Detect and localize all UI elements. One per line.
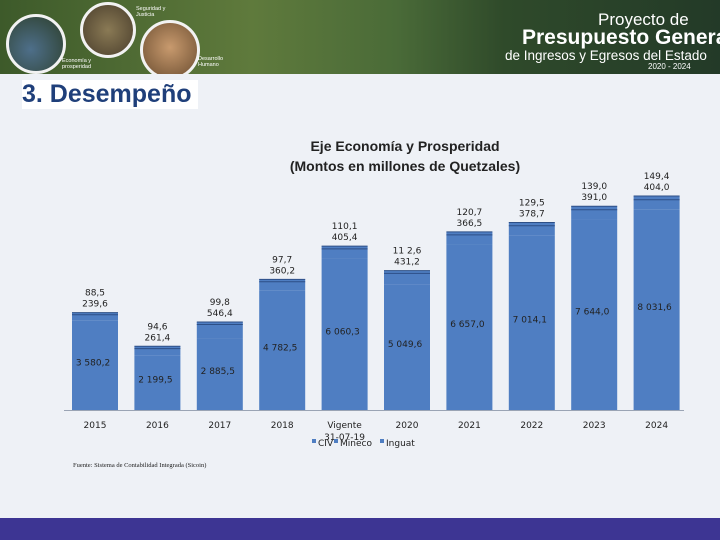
human-development-photo-circle bbox=[140, 20, 200, 74]
label-inguat-9: 149,4 bbox=[644, 172, 670, 182]
label-civ-7: 7 014,1 bbox=[513, 316, 547, 326]
bar-inguat-9 bbox=[633, 196, 680, 200]
label-civ-3: 4 782,5 bbox=[263, 343, 297, 353]
label-inguat-3: 97,7 bbox=[272, 255, 292, 265]
bar-mineco-5 bbox=[384, 273, 430, 285]
label-civ-8: 7 644,0 bbox=[575, 308, 610, 318]
circle-label-security: Seguridad y Justicia bbox=[136, 6, 166, 18]
banner-years: 2020 - 2024 bbox=[648, 62, 691, 71]
label-civ-1: 2 199,5 bbox=[138, 376, 172, 386]
bar-mineco-1 bbox=[134, 348, 181, 356]
legend-swatch-0 bbox=[312, 439, 316, 443]
bar-civ-4 bbox=[321, 258, 368, 410]
bar-mineco-8 bbox=[571, 209, 618, 220]
bar-civ-6 bbox=[446, 244, 493, 410]
label-inguat-5: 11 2,6 bbox=[393, 247, 422, 257]
legend-swatch-2 bbox=[380, 439, 384, 443]
label-inguat-0: 88,5 bbox=[85, 289, 105, 299]
bar-mineco-3 bbox=[259, 281, 306, 291]
bar-civ-9 bbox=[633, 209, 680, 410]
bar-civ-5 bbox=[384, 284, 430, 410]
bar-inguat-6 bbox=[446, 231, 493, 235]
label-inguat-2: 99,8 bbox=[210, 298, 230, 308]
banner-title-line3: de Ingresos y Egresos del Estado bbox=[505, 48, 707, 63]
circle-label-human-development: Desarrollo Humano bbox=[198, 56, 224, 68]
bar-mineco-6 bbox=[446, 234, 493, 245]
label-mineco-5: 431,2 bbox=[394, 258, 420, 268]
label-mineco-9: 404,0 bbox=[644, 183, 670, 193]
label-civ-6: 6 657,0 bbox=[450, 320, 485, 330]
category-label-6: 2021 bbox=[458, 421, 481, 431]
section-title: 3. Desempeño bbox=[22, 80, 198, 109]
legend-label-1: Mineco bbox=[340, 439, 372, 449]
label-civ-0: 3 580,2 bbox=[76, 358, 110, 368]
bar-mineco-7 bbox=[508, 225, 555, 236]
label-mineco-4: 405,4 bbox=[332, 233, 358, 243]
bar-inguat-1 bbox=[134, 346, 181, 349]
header-banner: Seguridad y Justicia Economía y prosperi… bbox=[0, 0, 720, 74]
circle-label-economy: Economía y prosperidad bbox=[62, 58, 92, 70]
bar-civ-8 bbox=[571, 219, 618, 410]
label-mineco-3: 360,2 bbox=[269, 266, 295, 276]
label-civ-9: 8 031,6 bbox=[637, 303, 672, 313]
bar-civ-3 bbox=[259, 290, 306, 410]
label-inguat-1: 94,6 bbox=[147, 322, 167, 332]
bar-inguat-3 bbox=[259, 279, 306, 282]
label-mineco-1: 261,4 bbox=[145, 333, 171, 343]
label-mineco-7: 378,7 bbox=[519, 209, 545, 219]
label-mineco-8: 391,0 bbox=[581, 193, 607, 203]
bar-mineco-2 bbox=[196, 324, 243, 339]
bar-mineco-0 bbox=[72, 314, 118, 321]
label-civ-2: 2 885,5 bbox=[201, 367, 235, 377]
category-label-8: 2023 bbox=[583, 421, 606, 431]
bar-inguat-0 bbox=[72, 312, 118, 315]
category-label-2: 2017 bbox=[208, 421, 231, 431]
bar-civ-0 bbox=[72, 320, 118, 410]
category-label-4-line1: Vigente bbox=[327, 421, 362, 431]
bar-mineco-9 bbox=[633, 199, 680, 210]
chart-title: Eje Economía y Prosperidad bbox=[310, 138, 500, 154]
category-label-7: 2022 bbox=[520, 421, 543, 431]
bar-civ-7 bbox=[508, 235, 555, 410]
category-label-1: 2016 bbox=[146, 421, 169, 431]
label-inguat-8: 139,0 bbox=[581, 182, 607, 192]
banner-title-line1: Proyecto de bbox=[598, 10, 689, 29]
label-inguat-7: 129,5 bbox=[519, 198, 545, 208]
label-mineco-2: 546,4 bbox=[207, 309, 233, 319]
category-label-3: 2018 bbox=[271, 421, 294, 431]
security-photo-circle bbox=[80, 2, 136, 58]
source-note: Fuente: Sistema de Contabilidad Integrad… bbox=[73, 462, 207, 469]
bar-inguat-5 bbox=[384, 270, 430, 274]
chart-subtitle: (Montos en millones de Quetzales) bbox=[289, 158, 521, 174]
bar-inguat-4 bbox=[321, 246, 368, 249]
label-mineco-6: 366,5 bbox=[457, 219, 483, 229]
bar-civ-2 bbox=[196, 338, 243, 410]
label-civ-5: 5 049,6 bbox=[388, 340, 423, 350]
bar-mineco-4 bbox=[321, 248, 368, 259]
label-mineco-0: 239,6 bbox=[82, 300, 108, 310]
footer-bar bbox=[0, 518, 720, 540]
category-label-0: 2015 bbox=[84, 421, 107, 431]
banner-title-line2: Presupuesto General bbox=[522, 26, 720, 49]
bar-inguat-2 bbox=[196, 321, 243, 325]
legend-label-2: Inguat bbox=[386, 439, 415, 449]
bar-inguat-8 bbox=[571, 206, 618, 210]
label-inguat-4: 110,1 bbox=[332, 222, 358, 232]
category-label-9: 2024 bbox=[645, 421, 668, 431]
legend-label-0: CIV bbox=[318, 439, 334, 449]
legend-swatch-1 bbox=[334, 439, 338, 443]
category-label-5: 2020 bbox=[396, 421, 419, 431]
bar-civ-1 bbox=[134, 355, 181, 410]
label-inguat-6: 120,7 bbox=[457, 208, 483, 218]
label-civ-4: 6 060,3 bbox=[325, 327, 359, 337]
bar-inguat-7 bbox=[508, 222, 555, 226]
economy-photo-circle bbox=[6, 14, 66, 74]
category-label-4-line2: 31-07-19 bbox=[324, 433, 365, 443]
